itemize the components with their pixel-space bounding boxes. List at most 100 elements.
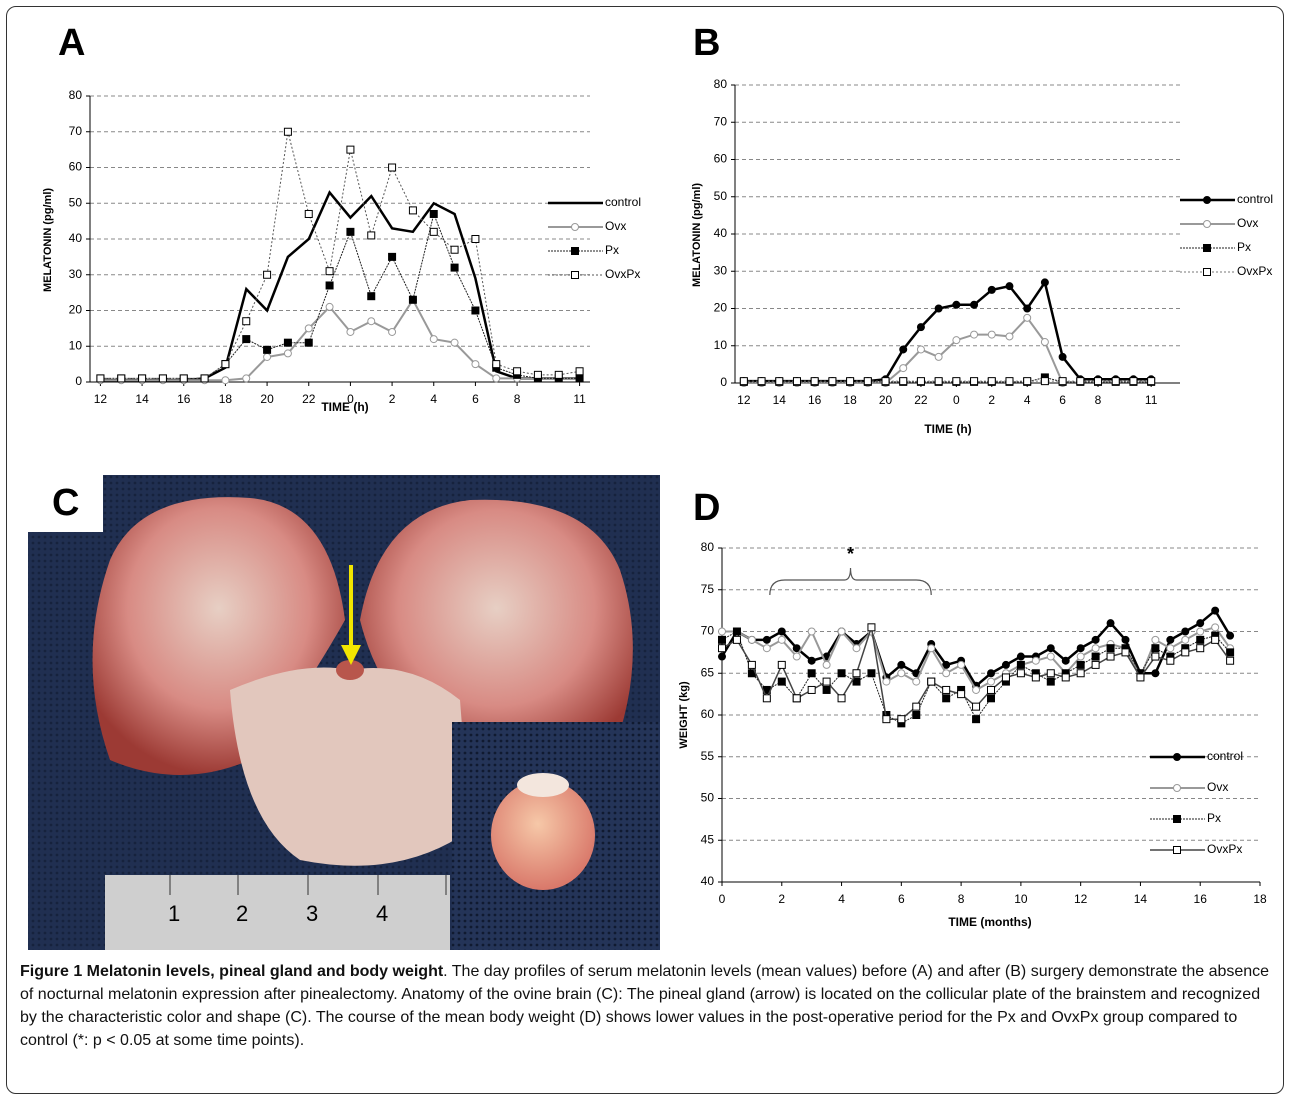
point [1058,377,1067,386]
point [952,336,961,345]
point [987,285,996,294]
x-tick-label: 4 [430,392,437,406]
point [852,644,861,653]
point [934,377,943,386]
point [852,669,861,678]
legend-label: Ovx [1207,780,1228,794]
point [1111,377,1120,386]
point [792,652,801,661]
point [957,690,966,699]
legend-label: control [1237,192,1273,206]
x-tick-label: 4 [838,892,845,906]
x-tick-label: 20 [260,392,274,406]
y-tick-label: 30 [69,267,83,281]
y-tick-label: 70 [714,114,728,128]
point [1040,278,1049,287]
point [822,660,831,669]
point [429,335,438,344]
point [1046,669,1055,678]
point [1226,648,1235,657]
x-tick-label: 0 [719,892,726,906]
point [732,635,741,644]
x-tick-label: 11 [573,392,586,406]
point [899,364,908,373]
y-tick-label: 45 [701,832,715,846]
y-tick-label: 10 [714,338,728,352]
x-tick-label: 11 [1145,393,1158,407]
point [1166,656,1175,665]
point [1106,619,1115,628]
point [942,685,951,694]
point [1151,669,1160,678]
y-tick-label: 70 [701,624,715,638]
x-tick-label: 16 [177,392,191,406]
point [852,677,861,686]
panel-label: D [693,487,720,529]
point [263,270,272,279]
y-tick-label: 70 [69,124,83,138]
point [242,317,251,326]
point [807,656,816,665]
point [1094,377,1103,386]
point [1196,627,1205,636]
y-tick-label: 60 [701,707,715,721]
point [1058,352,1067,361]
point [942,669,951,678]
point [822,677,831,686]
point [1226,656,1235,665]
point [346,327,355,336]
point [867,623,876,632]
point [777,677,786,686]
legend-marker [571,247,579,255]
y-tick-label: 50 [714,189,728,203]
y-tick-label: 50 [701,791,715,805]
point [471,306,480,315]
y-tick-label: 20 [714,301,728,315]
svg-text:2: 2 [236,901,248,926]
point [934,304,943,313]
point [450,245,459,254]
y-tick-label: 50 [69,195,83,209]
legend-marker [1173,846,1181,854]
x-tick-label: 18 [219,392,233,406]
point [837,694,846,703]
point [912,711,921,719]
point [916,323,925,332]
point [822,685,831,694]
point [283,349,292,358]
legend-marker [1173,784,1181,792]
point [987,677,995,686]
point [304,209,313,218]
point [777,635,786,644]
point [117,374,126,383]
svg-text:3: 3 [306,901,318,926]
y-tick-label: 80 [714,77,728,91]
point [367,292,376,301]
point [718,644,726,653]
point [1181,648,1190,657]
series-line [100,131,580,379]
point [987,330,996,339]
point [1211,606,1220,615]
point [1076,377,1085,386]
legend-label: OvxPx [1237,264,1272,278]
point [927,644,936,653]
point [762,694,771,703]
point [739,377,748,386]
legend-label: OvxPx [1207,842,1242,856]
x-tick-label: 18 [1253,892,1267,906]
svg-text:1: 1 [168,901,180,926]
point [1040,377,1049,386]
point [1106,644,1115,653]
legend-marker [1203,244,1211,252]
point [1076,652,1085,661]
annotation: * [847,544,854,564]
point [970,300,979,309]
point [575,374,584,383]
x-tick-label: 6 [898,892,905,906]
point [1061,673,1070,682]
caption-text: . The day profiles of serum melatonin le… [20,963,1270,1049]
point [1129,377,1138,386]
point [1151,635,1160,644]
